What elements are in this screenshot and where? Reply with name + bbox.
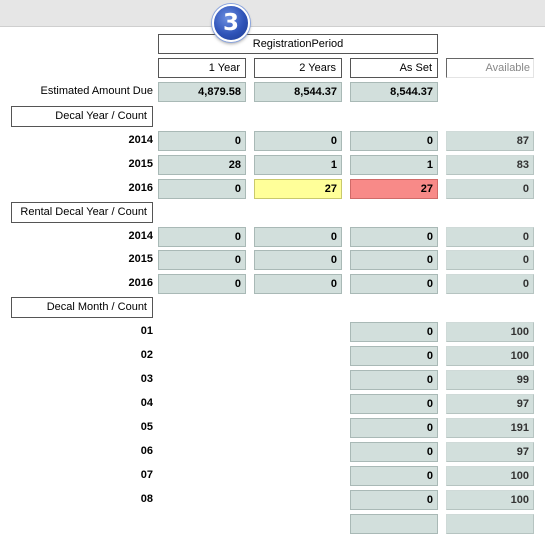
decal-month-08-as-set-field[interactable]: 0: [350, 490, 438, 510]
decal-year-label-2016: 2016: [128, 182, 153, 194]
decal-month-08-available-field: 100: [446, 490, 534, 510]
decal-year-2015-1-year-field[interactable]: 28: [158, 155, 246, 175]
decal-month-03-as-set-field[interactable]: 0: [350, 370, 438, 390]
rental-year-2014-available-field: 0: [446, 227, 534, 247]
rental-year-label-2014: 2014: [128, 230, 153, 242]
decal-year-label-2014: 2014: [128, 134, 153, 146]
decal-month-02-available-field: 100: [446, 346, 534, 366]
estimated-1-year-field[interactable]: 4,879.58: [158, 82, 246, 102]
decal-month-label-06: 06: [140, 445, 153, 457]
decal-month-05-as-set-field[interactable]: 0: [350, 418, 438, 438]
step-number-badge: 3: [212, 4, 250, 42]
decal-year-label-2015: 2015: [128, 158, 153, 170]
decal-month-label-03: 03: [140, 373, 153, 385]
decal-month-label-07: 07: [140, 469, 153, 481]
rental-year-2015-available-field: 0: [446, 250, 534, 270]
decal-month-07-as-set-field[interactable]: 0: [350, 466, 438, 486]
column-header-2-years: 2 Years: [254, 58, 342, 78]
decal-year-2015-available-field: 83: [446, 155, 534, 175]
rental-year-2016-2-years-field[interactable]: 0: [254, 274, 342, 294]
decal-month-label-04: 04: [140, 397, 153, 409]
rental-year-label-2015: 2015: [128, 253, 153, 265]
rental-year-2014-1-year-field[interactable]: 0: [158, 227, 246, 247]
rental-year-2016-as-set-field[interactable]: 0: [350, 274, 438, 294]
decal-month-03-available-field: 99: [446, 370, 534, 390]
decal-month-06-as-set-field[interactable]: 0: [350, 442, 438, 462]
decal-year-2016-as-set-field[interactable]: 27: [350, 179, 438, 199]
rental-year-2014-as-set-field[interactable]: 0: [350, 227, 438, 247]
estimated-as-set-field[interactable]: 8,544.37: [350, 82, 438, 102]
top-toolbar-strip: [0, 0, 545, 27]
rental-year-2016-available-field: 0: [446, 274, 534, 294]
column-header-1-year: 1 Year: [158, 58, 246, 78]
decal-year-2014-available-field: 87: [446, 131, 534, 151]
decal-month-next-available-field: [446, 514, 534, 534]
decal-month-04-available-field: 97: [446, 394, 534, 414]
decal-year-2014-2-years-field[interactable]: 0: [254, 131, 342, 151]
decal-month-07-available-field: 100: [446, 466, 534, 486]
decal-month-label-01: 01: [140, 325, 153, 337]
decal-month-06-available-field: 97: [446, 442, 534, 462]
decal-month-label-02: 02: [140, 349, 153, 361]
decal-year-2015-2-years-field[interactable]: 1: [254, 155, 342, 175]
rental-year-2014-2-years-field[interactable]: 0: [254, 227, 342, 247]
decal-month-02-as-set-field[interactable]: 0: [350, 346, 438, 366]
decal-year-2014-1-year-field[interactable]: 0: [158, 131, 246, 151]
decal-month-05-available-field: 191: [446, 418, 534, 438]
decal-month-04-as-set-field[interactable]: 0: [350, 394, 438, 414]
decal-year-2016-2-years-field[interactable]: 27: [254, 179, 342, 199]
decal-year-2016-available-field: 0: [446, 179, 534, 199]
decal-year-2016-1-year-field[interactable]: 0: [158, 179, 246, 199]
decal-month-label-05: 05: [140, 421, 153, 433]
estimated-amount-due-label: Estimated Amount Due: [40, 85, 153, 97]
decal-year-2015-as-set-field[interactable]: 1: [350, 155, 438, 175]
rental-year-2015-2-years-field[interactable]: 0: [254, 250, 342, 270]
column-header-available: Available: [446, 58, 534, 78]
rental-decal-year-count-header: Rental Decal Year / Count: [11, 202, 153, 223]
decal-month-label-08: 08: [140, 493, 153, 505]
decal-month-next-as-set-field[interactable]: [350, 514, 438, 534]
decal-month-01-available-field: 100: [446, 322, 534, 342]
rental-year-2015-as-set-field[interactable]: 0: [350, 250, 438, 270]
registration-period-header: RegistrationPeriod: [158, 34, 438, 54]
decal-year-2014-as-set-field[interactable]: 0: [350, 131, 438, 151]
decal-month-count-header: Decal Month / Count: [11, 297, 153, 318]
rental-year-2016-1-year-field[interactable]: 0: [158, 274, 246, 294]
rental-year-label-2016: 2016: [128, 277, 153, 289]
estimated-2-years-field[interactable]: 8,544.37: [254, 82, 342, 102]
column-header-as-set: As Set: [350, 58, 438, 78]
decal-month-01-as-set-field[interactable]: 0: [350, 322, 438, 342]
decal-year-count-header: Decal Year / Count: [11, 106, 153, 127]
rental-year-2015-1-year-field[interactable]: 0: [158, 250, 246, 270]
